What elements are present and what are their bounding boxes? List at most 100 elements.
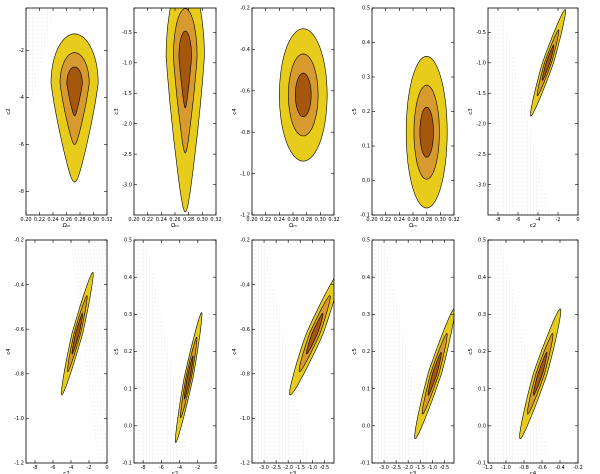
y-tick-label: -0.1 xyxy=(360,461,370,467)
x-tick-label: 0.30 xyxy=(197,217,208,223)
y-tick-label: 0.2 xyxy=(362,349,370,355)
y-axis-label: c3 xyxy=(114,108,120,115)
prior-hatch xyxy=(372,241,430,463)
x-tick-label: -2.5 xyxy=(391,465,401,471)
contour-inner xyxy=(533,351,548,396)
y-tick-label: -4 xyxy=(19,95,24,101)
x-tick-label: -4 xyxy=(69,465,74,471)
x-tick-label: 0.20 xyxy=(20,217,31,223)
y-tick-label: 0.1 xyxy=(362,386,370,392)
y-tick-label: 0.5 xyxy=(124,238,132,244)
y-axis-label: c2 xyxy=(6,108,12,115)
x-tick-label: -3.0 xyxy=(379,465,389,471)
contour-inner xyxy=(178,30,192,109)
y-tick-label: -1.0 xyxy=(240,171,250,177)
x-tick-label: -0.5 xyxy=(439,465,449,471)
x-tick-label: -0.4 xyxy=(555,465,565,471)
x-tick-label: -4 xyxy=(536,217,541,223)
plot-frame xyxy=(251,239,335,464)
y-tick-label: -0.2 xyxy=(14,238,24,244)
x-tick-label: -1.5 xyxy=(295,465,305,471)
y-tick-label: -3.0 xyxy=(476,182,486,188)
x-tick-label: 0.22 xyxy=(260,217,271,223)
contour-panel-8: -3.0 -2.5 -2.0 -1.5 -1.0 -0.5-1.2-1.0-0.8-0.6… xyxy=(232,238,335,474)
y-tick-label: -0.6 xyxy=(14,327,24,333)
x-tick-label: 0.26 xyxy=(169,217,180,223)
contour-inner xyxy=(295,72,312,118)
y-tick-label: -1.0 xyxy=(122,60,132,66)
x-tick-label: 0.22 xyxy=(34,217,45,223)
y-tick-label: 0.0 xyxy=(478,424,486,430)
contour-inner xyxy=(66,66,83,117)
y-tick-label: 0.1 xyxy=(362,144,370,150)
x-axis-label: Ωₘ xyxy=(289,223,297,229)
y-axis-label: c4 xyxy=(6,348,12,355)
y-tick-label: -0.1 xyxy=(476,461,486,467)
x-tick-label: 0.30 xyxy=(315,217,326,223)
x-axis-label: c3 xyxy=(290,471,297,474)
plot-frame xyxy=(487,239,579,464)
x-tick-label: -2.0 xyxy=(403,465,413,471)
contour-panel-9: -3.0 -2.5 -2.0 -1.5 -1.0 -0.5 -0.1 0.0 0.1 0.2 0.3… xyxy=(352,238,455,474)
x-axis-label: c4 xyxy=(530,471,537,474)
y-tick-label: 0.5 xyxy=(362,238,370,244)
y-tick-label: -2.5 xyxy=(122,152,132,158)
contour-inner xyxy=(184,355,194,400)
x-tick-label: -2 xyxy=(556,217,561,223)
contour-panel-4: 0.20 0.22 0.24 0.26 0.28 0.30 0.32 -0.1 0.0 0.1 0.… xyxy=(352,6,460,229)
y-tick-label: 0.5 xyxy=(478,238,486,244)
y-axis-label: c3 xyxy=(468,108,474,115)
x-tick-label: -2 xyxy=(87,465,92,471)
x-tick-label: 0.28 xyxy=(301,217,312,223)
y-tick-label: -1.0 xyxy=(240,416,250,422)
y-axis-label: c5 xyxy=(352,348,358,355)
y-axis-label: c5 xyxy=(468,348,474,355)
x-tick-label: -8 xyxy=(141,465,146,471)
y-tick-label: 0.2 xyxy=(362,109,370,115)
x-tick-label: 0.30 xyxy=(435,217,446,223)
y-tick-label: 0.4 xyxy=(362,275,370,281)
x-tick-label: 0.20 xyxy=(128,217,139,223)
y-tick-label: -1.0 xyxy=(476,60,486,66)
x-tick-label: -2 xyxy=(195,465,200,471)
y-axis-label: c4 xyxy=(232,108,238,115)
x-tick-label: 0.30 xyxy=(88,217,99,223)
x-axis-label: c3 xyxy=(410,471,417,474)
y-tick-label: -0.6 xyxy=(240,89,250,95)
y-tick-label: 0.1 xyxy=(124,386,132,392)
x-tick-label: -0.8 xyxy=(519,465,529,471)
y-tick-label: -0.4 xyxy=(240,282,250,288)
y-tick-label: 0.4 xyxy=(362,40,370,46)
x-tick-label: 0.32 xyxy=(210,217,221,223)
x-tick-label: -1.0 xyxy=(307,465,317,471)
x-axis-label: Ωₘ xyxy=(171,223,179,229)
y-tick-label: 0.5 xyxy=(362,6,370,12)
y-tick-label: 0.4 xyxy=(478,275,486,281)
x-tick-label: 0.32 xyxy=(328,217,339,223)
y-tick-label: -1.5 xyxy=(122,91,132,97)
y-tick-label: 0.2 xyxy=(478,349,486,355)
x-axis-label: c2 xyxy=(530,223,537,229)
plot-frame xyxy=(25,239,108,464)
x-tick-label: -1.5 xyxy=(415,465,425,471)
y-tick-label: 0.4 xyxy=(124,275,132,281)
y-tick-label: 0.3 xyxy=(124,312,132,318)
x-axis-label: c2 xyxy=(172,471,179,474)
y-tick-label: -0.4 xyxy=(14,282,24,288)
contour-inner xyxy=(306,313,324,355)
contour-panel-2: 0.20 0.22 0.24 0.26 0.28 0.30 0.32 -3.0 -2.5 -2.0… xyxy=(114,7,222,229)
x-tick-label: -8 xyxy=(496,217,501,223)
y-tick-label: -1.0 xyxy=(14,416,24,422)
y-tick-label: -0.2 xyxy=(240,6,250,12)
y-tick-label: -0.8 xyxy=(14,372,24,378)
y-tick-label: -0.2 xyxy=(240,238,250,244)
plot-frame xyxy=(487,7,579,216)
contour-panel-1: 0.20 0.22 0.24 0.26 0.28 0.30 0.32 -8 -6 -4 -2 Ωₘ c2 xyxy=(6,7,113,229)
x-tick-label: 0.24 xyxy=(156,217,167,223)
y-tick-label: 0.2 xyxy=(124,349,132,355)
y-tick-label: 0.0 xyxy=(362,178,370,184)
y-tick-label: 0.0 xyxy=(362,424,370,430)
y-tick-label: 0.3 xyxy=(478,312,486,318)
contour-panel-10: -1.2 -1.0 -0.8 -0.6 -0.4 -0.2 -0.1 0.0 0.1 0.2 0.3… xyxy=(468,238,583,474)
y-tick-label: -8 xyxy=(19,189,24,195)
